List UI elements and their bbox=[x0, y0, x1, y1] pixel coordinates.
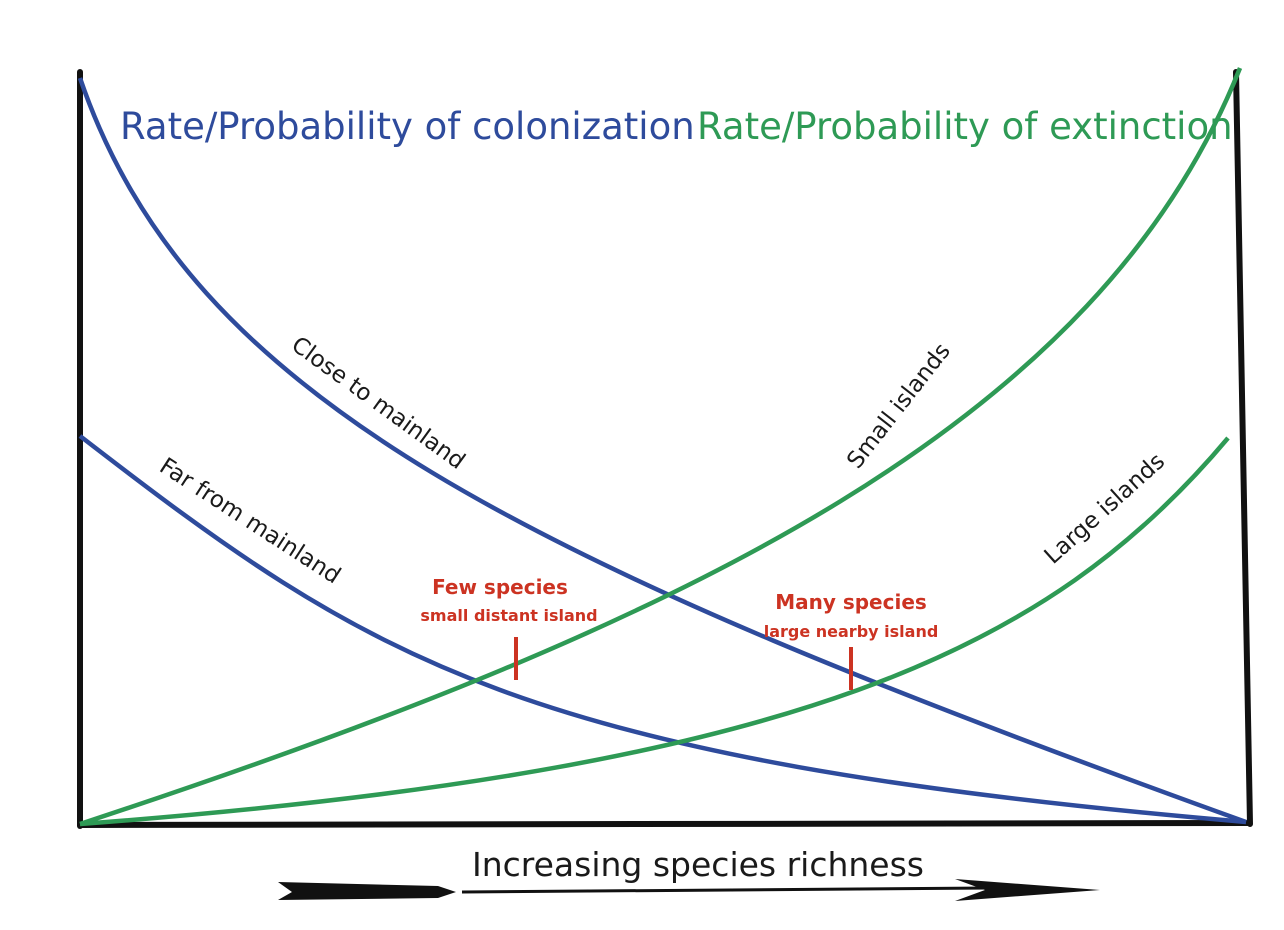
x-axis-label: Increasing species richness bbox=[472, 845, 924, 884]
colonization-title: Rate/Probability of colonization bbox=[120, 105, 695, 148]
equilibrium-many-title: Many species bbox=[775, 590, 927, 614]
equilibrium-many-subtitle: large nearby island bbox=[764, 622, 939, 641]
colonization-curve-close-to-mainland bbox=[77, 77, 1247, 825]
label-small-islands: Small islands bbox=[842, 339, 956, 474]
equilibrium-few-title: Few species bbox=[432, 575, 568, 599]
label-close-to-mainland: Close to mainland bbox=[286, 332, 469, 475]
extinction-curve-large-islands bbox=[79, 436, 1230, 827]
equilibrium-few-subtitle: small distant island bbox=[420, 606, 597, 625]
extinction-title: Rate/Probability of extinction bbox=[697, 105, 1233, 148]
colonization-curve-far-from-mainland bbox=[78, 434, 1247, 825]
x-axis bbox=[77, 820, 1251, 828]
label-far-from-mainland: Far from mainland bbox=[155, 453, 345, 589]
arrow-right-icon bbox=[278, 879, 1100, 901]
extinction-curve-small-islands bbox=[79, 67, 1243, 827]
label-large-islands: Large islands bbox=[1040, 448, 1170, 569]
right-border bbox=[1233, 69, 1253, 827]
